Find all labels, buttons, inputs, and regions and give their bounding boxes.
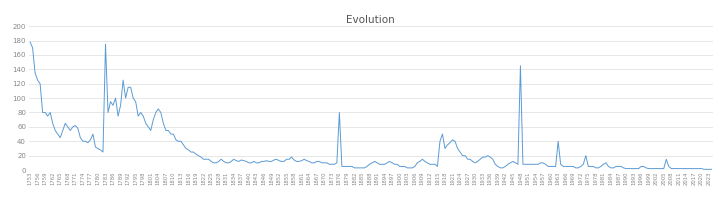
Title: Evolution: Evolution (346, 15, 395, 25)
